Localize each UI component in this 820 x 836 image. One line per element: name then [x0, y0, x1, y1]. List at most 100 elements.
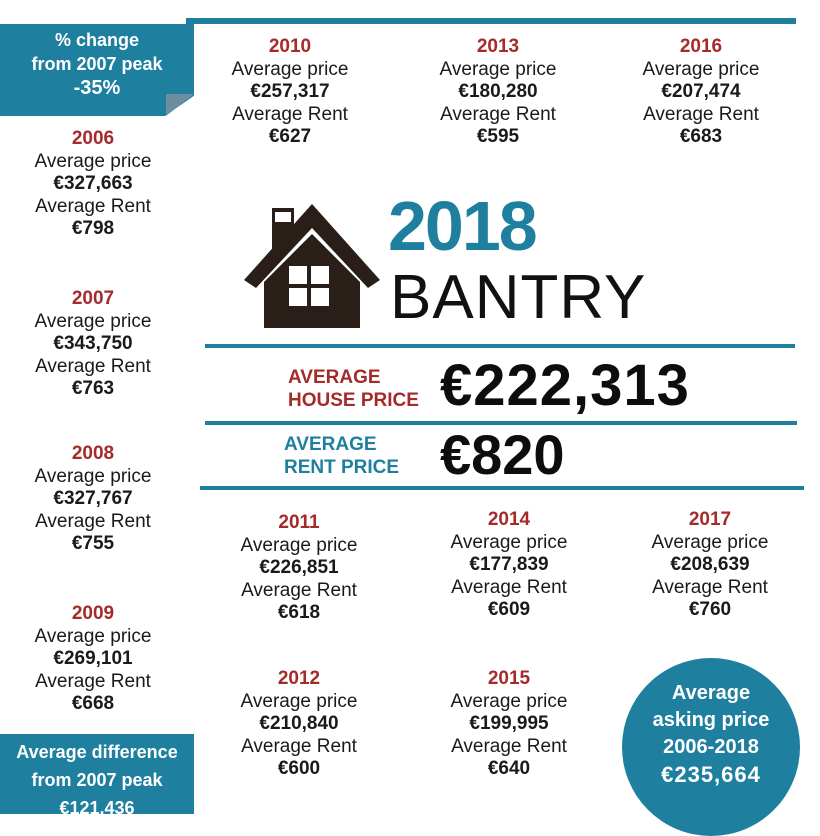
price-label: Average price — [34, 310, 152, 332]
price-value: €177,839 — [469, 554, 549, 575]
rent-value: €609 — [487, 599, 531, 620]
year-label: 2009 — [71, 603, 115, 624]
year-block-2010: 2010 Average price €257,317 Average Rent… — [205, 36, 375, 149]
rent-price-value: €820 — [440, 423, 565, 486]
price-value: €226,851 — [259, 557, 339, 578]
year-label: 2012 — [277, 668, 321, 689]
rent-value: €755 — [71, 533, 115, 554]
year-label: 2010 — [268, 36, 312, 57]
rent-label: Average Rent — [451, 735, 567, 757]
percent-change-line2: from 2007 peak — [31, 54, 163, 74]
rent-value: €683 — [679, 126, 723, 147]
price-value: €199,995 — [469, 713, 549, 734]
asking-value: €235,664 — [661, 762, 761, 787]
price-label: Average price — [450, 531, 568, 553]
rent-value: €760 — [688, 599, 732, 620]
year-block-2017: 2017 Average price €208,639 Average Rent… — [625, 509, 795, 622]
rent-price-label-line1: AVERAGE — [284, 434, 377, 455]
title-town: BANTRY — [390, 263, 647, 332]
price-value: €269,101 — [53, 648, 133, 669]
price-label: Average price — [240, 690, 358, 712]
price-value: €327,767 — [53, 488, 133, 509]
price-label: Average price — [450, 690, 568, 712]
year-label: 2017 — [688, 509, 732, 530]
difference-line2: from 2007 peak — [31, 770, 163, 790]
asking-line3: 2006-2018 — [663, 736, 759, 758]
house-price-value: €222,313 — [440, 353, 690, 418]
rent-value: €798 — [71, 218, 115, 239]
rent-value: €763 — [71, 378, 115, 399]
rent-label: Average Rent — [241, 735, 357, 757]
year-block-2009: 2009 Average price €269,101 Average Rent… — [8, 603, 178, 716]
rent-label: Average Rent — [440, 103, 556, 125]
price-label: Average price — [240, 534, 358, 556]
house-price-label-line1: AVERAGE — [288, 367, 381, 388]
price-value: €257,317 — [250, 81, 330, 102]
rent-label: Average Rent — [35, 355, 151, 377]
price-label: Average price — [231, 58, 349, 80]
rent-price-label-line2: RENT PRICE — [284, 457, 400, 478]
rent-value: €600 — [277, 758, 321, 779]
year-label: 2015 — [487, 668, 531, 689]
price-divider-bottom — [200, 486, 804, 490]
price-label: Average price — [34, 465, 152, 487]
rent-label: Average Rent — [232, 103, 348, 125]
price-value: €343,750 — [53, 333, 133, 354]
rent-label: Average Rent — [35, 670, 151, 692]
percent-change-value: -35% — [73, 77, 121, 99]
title-year: 2018 — [388, 187, 538, 265]
year-label: 2007 — [71, 288, 115, 309]
year-block-2007: 2007 Average price €343,750 Average Rent… — [8, 288, 178, 401]
year-block-2014: 2014 Average price €177,839 Average Rent… — [424, 509, 594, 622]
asking-line2: asking price — [652, 709, 770, 731]
price-value: €180,280 — [458, 81, 538, 102]
rent-label: Average Rent — [35, 510, 151, 532]
rent-value: €668 — [71, 693, 115, 714]
rent-label: Average Rent — [451, 576, 567, 598]
rent-label: Average Rent — [643, 103, 759, 125]
year-label: 2016 — [679, 36, 723, 57]
year-block-2012: 2012 Average price €210,840 Average Rent… — [214, 668, 384, 781]
asking-line1: Average — [671, 682, 751, 704]
price-value: €207,474 — [661, 81, 741, 102]
rent-label: Average Rent — [35, 195, 151, 217]
price-label: Average price — [34, 150, 152, 172]
price-label: Average price — [651, 531, 769, 553]
top-divider — [186, 18, 796, 24]
percent-change-line1: % change — [54, 30, 140, 50]
rent-value: €627 — [268, 126, 312, 147]
year-block-2011: 2011 Average price €226,851 Average Rent… — [214, 512, 384, 625]
difference-line1: Average difference — [16, 742, 178, 762]
price-divider-top — [205, 344, 795, 348]
year-label: 2006 — [71, 128, 115, 149]
average-difference-box: Average difference from 2007 peak €121,4… — [0, 734, 194, 818]
year-block-2015: 2015 Average price €199,995 Average Rent… — [424, 668, 594, 781]
price-value: €327,663 — [53, 173, 133, 194]
house-icon — [244, 204, 380, 328]
house-price-label: AVERAGE HOUSE PRICE — [288, 366, 419, 412]
year-label: 2011 — [278, 512, 320, 533]
year-label: 2013 — [476, 36, 520, 57]
year-block-2016: 2016 Average price €207,474 Average Rent… — [616, 36, 786, 149]
rent-value: €595 — [476, 126, 520, 147]
rent-value: €640 — [487, 758, 531, 779]
difference-value: €121,436 — [59, 798, 135, 818]
year-block-2008: 2008 Average price €327,767 Average Rent… — [8, 443, 178, 556]
year-label: 2008 — [71, 443, 115, 464]
rent-price-label: AVERAGE RENT PRICE — [284, 433, 399, 479]
price-label: Average price — [642, 58, 760, 80]
year-block-2013: 2013 Average price €180,280 Average Rent… — [413, 36, 583, 149]
rent-value: €618 — [277, 602, 321, 623]
year-block-2006: 2006 Average price €327,663 Average Rent… — [8, 128, 178, 241]
year-label: 2014 — [487, 509, 531, 530]
asking-price-circle: Average asking price 2006-2018 €235,664 — [622, 658, 800, 836]
rent-label: Average Rent — [652, 576, 768, 598]
price-value: €210,840 — [259, 713, 339, 734]
house-price-label-line2: HOUSE PRICE — [288, 390, 419, 411]
price-label: Average price — [439, 58, 557, 80]
rent-label: Average Rent — [241, 579, 357, 601]
price-divider-middle — [205, 421, 797, 425]
price-value: €208,639 — [670, 554, 750, 575]
percent-change-flag: % change from 2007 peak -35% — [0, 24, 194, 116]
price-label: Average price — [34, 625, 152, 647]
